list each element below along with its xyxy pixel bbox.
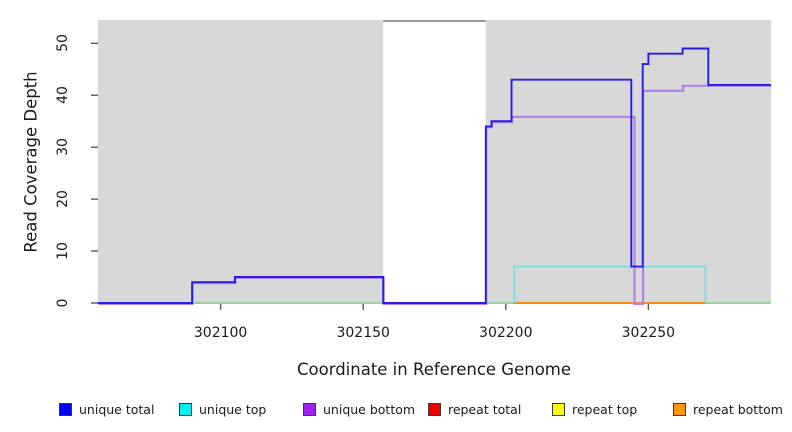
legend-label: repeat total	[448, 401, 522, 417]
y-axis-tick-label: 10	[55, 242, 71, 260]
y-axis-title: Read Coverage Depth	[21, 71, 41, 253]
x-axis-tick-label: 302100	[193, 325, 248, 341]
y-axis-tick-label: 50	[55, 34, 71, 53]
x-axis-tick-label: 302150	[336, 325, 390, 341]
series-line-unique-top	[513, 265, 707, 303]
legend-swatch	[179, 402, 192, 416]
x-axis-tick-label: 302200	[479, 325, 533, 341]
legend-label: repeat bottom	[693, 401, 783, 417]
legend-swatch	[428, 402, 441, 416]
legend-label: repeat top	[572, 401, 638, 417]
legend-label: unique bottom	[323, 401, 416, 417]
legend-swatch	[303, 402, 316, 416]
y-axis-tick-label: 20	[55, 190, 71, 209]
legend-swatch	[59, 402, 72, 416]
legend-swatch	[552, 402, 565, 416]
legend-item-unique-bottom: unique bottom	[303, 398, 415, 420]
gap-region	[383, 20, 486, 304]
legend-item-repeat-bottom: repeat bottom	[673, 398, 783, 420]
legend-label: unique total	[79, 401, 155, 417]
legend-item-unique-top: unique top	[179, 398, 266, 420]
y-axis-tick-label: 30	[55, 138, 71, 157]
legend: unique total unique top unique bottom repea…	[0, 398, 792, 422]
legend-item-repeat-total: repeat total	[428, 398, 521, 420]
legend-label: unique top	[199, 401, 267, 417]
y-axis-tick-label: 0	[55, 298, 71, 308]
series-line-unique-total	[98, 47, 771, 304]
legend-item-unique-total: unique total	[59, 398, 154, 420]
legend-swatch	[673, 402, 686, 416]
x-axis-tick-label: 302250	[621, 325, 676, 341]
x-axis-title: Coordinate in Reference Genome	[296, 360, 572, 379]
y-axis-tick-label: 40	[55, 86, 71, 105]
legend-item-repeat-top: repeat top	[552, 398, 637, 420]
